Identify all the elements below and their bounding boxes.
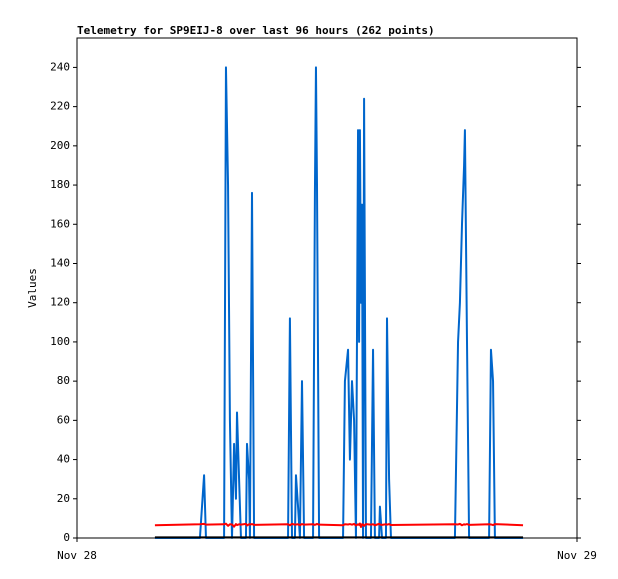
x-tick-label: Nov 28 [57, 549, 97, 562]
y-tick-label: 100 [50, 335, 70, 348]
y-tick-label: 160 [50, 217, 70, 230]
y-tick-label: 220 [50, 100, 70, 113]
series-line [154, 522, 524, 529]
plot-frame [76, 37, 578, 539]
y-tick-label: 0 [63, 531, 70, 544]
y-tick-label: 200 [50, 139, 70, 152]
y-tick-label: 80 [57, 374, 70, 387]
series-line [154, 66, 524, 539]
y-tick-label: 180 [50, 178, 70, 191]
y-tick-label: 40 [57, 453, 70, 466]
y-tick-label: 20 [57, 492, 70, 505]
y-tick-label: 120 [50, 296, 70, 309]
y-tick-label: 240 [50, 60, 70, 73]
x-tick-label: Nov 29 [557, 549, 597, 562]
y-axis-label: Values [26, 268, 39, 308]
chart-title: Telemetry for SP9EIJ-8 over last 96 hour… [77, 24, 435, 37]
y-tick-label: 140 [50, 256, 70, 269]
y-tick-label: 60 [57, 413, 70, 426]
